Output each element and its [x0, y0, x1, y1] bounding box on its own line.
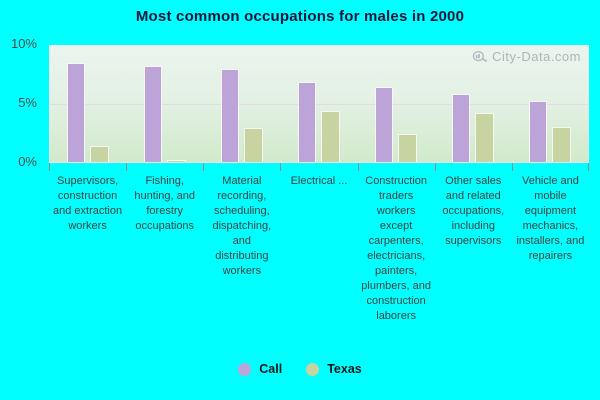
legend-marker-texas	[306, 362, 320, 376]
x-axis-label: Supervisors, construction and extraction…	[53, 175, 123, 232]
bar-group	[357, 46, 434, 162]
x-axis-label: Material recording, scheduling, dispatch…	[212, 175, 272, 277]
bar-group	[434, 46, 511, 162]
x-axis-tick	[203, 163, 204, 171]
x-axis-tick	[512, 163, 513, 171]
bar-call	[374, 86, 393, 162]
bar-group	[204, 46, 281, 162]
watermark: City-Data.com	[472, 49, 581, 64]
bar-texas	[397, 134, 417, 162]
x-axis-label: Fishing, hunting, and forestry occupatio…	[134, 175, 195, 232]
bar-group	[511, 46, 588, 162]
bar-texas	[167, 159, 187, 162]
bar-texas	[244, 128, 264, 162]
magnifier-icon	[472, 50, 488, 63]
x-axis-label: Other sales and related occupations, inc…	[442, 175, 505, 247]
legend-label: Texas	[327, 362, 362, 376]
bar-texas	[90, 145, 110, 162]
bar-texas	[474, 113, 494, 162]
legend: Call Texas	[0, 362, 600, 376]
legend-item-texas: Texas	[306, 362, 362, 376]
legend-item-call: Call	[238, 362, 282, 376]
watermark-text: City-Data.com	[492, 49, 581, 64]
x-axis-tick	[126, 163, 127, 171]
y-axis-label: 5%	[18, 95, 37, 110]
bar-call	[221, 69, 240, 162]
x-labels-row: Supervisors, construction and extraction…	[49, 174, 589, 324]
bar-call	[451, 93, 470, 162]
gridline-5pct	[50, 104, 588, 105]
bar-group	[281, 46, 358, 162]
bar-call	[298, 81, 316, 162]
x-axis-tick	[49, 163, 50, 171]
x-axis-tick	[435, 163, 436, 171]
y-axis-label: 10%	[10, 36, 37, 51]
bar-texas	[321, 110, 340, 162]
x-axis-label: Electrical ...	[290, 175, 348, 187]
bar-call	[67, 63, 86, 162]
bar-texas	[551, 127, 571, 162]
plot-area: City-Data.com	[49, 45, 589, 163]
chart-title: Most common occupations for males in 200…	[135, 8, 465, 25]
x-axis-tick	[358, 163, 359, 171]
x-axis-tick	[588, 163, 589, 171]
bar-group	[50, 46, 127, 162]
x-axis-label: Vehicle and mobile equipment mechanics, …	[516, 175, 585, 262]
x-ticks-row	[49, 163, 589, 171]
bar-call	[144, 65, 163, 162]
legend-label: Call	[259, 362, 283, 376]
legend-marker-call	[238, 362, 252, 376]
bar-group	[127, 46, 204, 162]
x-axis-tick	[280, 163, 281, 171]
x-axis-label: Construction traders workers except carp…	[361, 175, 431, 322]
bars-row	[50, 46, 588, 162]
y-axis-label: 0%	[18, 154, 37, 169]
bar-call	[528, 100, 547, 162]
